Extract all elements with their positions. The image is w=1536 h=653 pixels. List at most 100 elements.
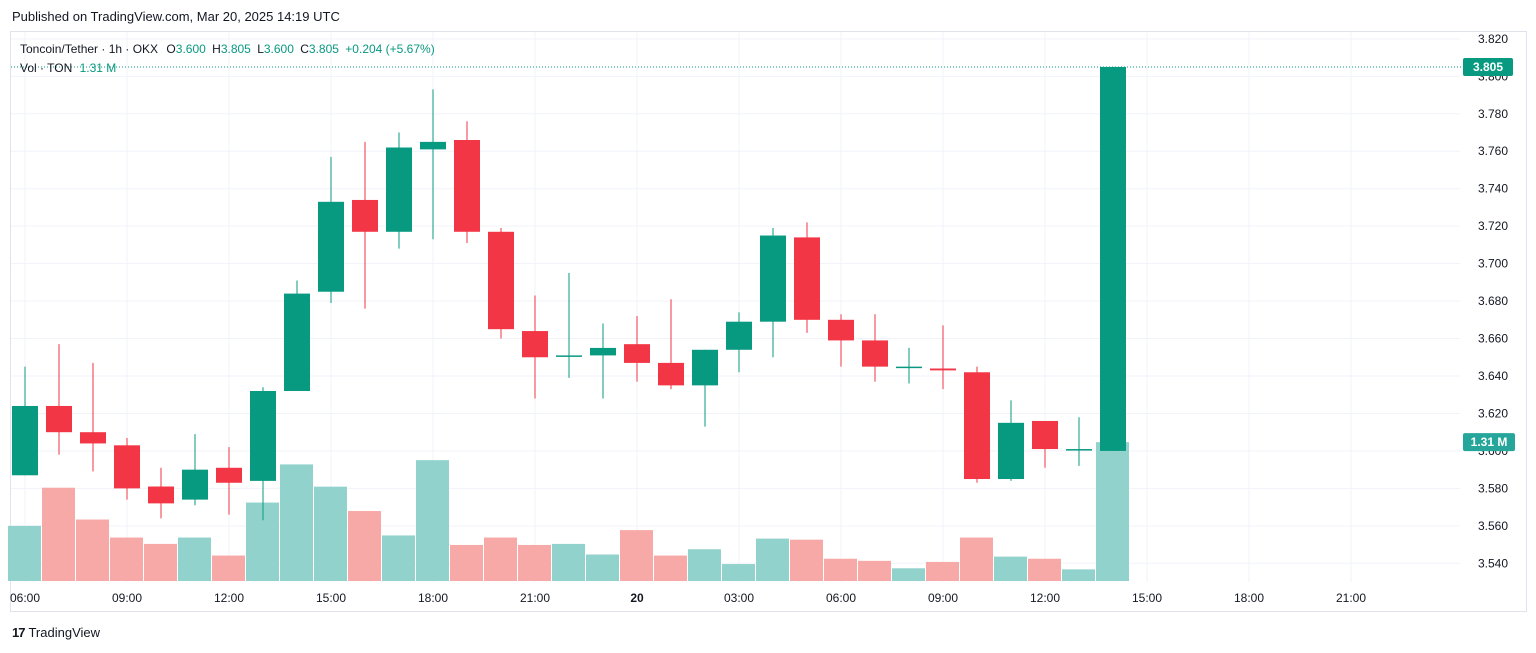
candle-body [114, 445, 140, 489]
price-axis: 3.8203.8003.7803.7603.7403.7203.7003.680… [1478, 32, 1508, 570]
x-tick-label: 20 [630, 591, 644, 605]
symbol-title[interactable]: Toncoin/Tether · 1h · OKX [20, 42, 159, 56]
x-tick-label: 09:00 [112, 591, 142, 605]
open-label: O [166, 42, 176, 56]
volume-bar [620, 530, 653, 581]
volume-bar [960, 537, 993, 581]
y-tick-label: 3.580 [1478, 481, 1508, 495]
x-tick-label: 06:00 [826, 591, 856, 605]
candle-body [182, 469, 208, 500]
candle-body [692, 349, 718, 386]
volume-bar [688, 549, 721, 581]
volume-bar [484, 537, 517, 581]
y-tick-label: 3.560 [1478, 519, 1508, 533]
volume-bar [790, 539, 823, 581]
candle-body [930, 368, 956, 371]
volume-bar [42, 487, 75, 581]
tradingview-brand: TradingView [28, 625, 101, 640]
candle-body [284, 293, 310, 391]
candle-body [556, 355, 582, 357]
volume-bar [1096, 442, 1129, 581]
candle-body [148, 486, 174, 504]
volume-layer [8, 442, 1129, 581]
candle-layer [12, 66, 1126, 521]
volume-bar [586, 554, 619, 581]
last-price-tag [1463, 57, 1513, 76]
tradingview-logo[interactable]: 17 TradingView [12, 625, 100, 640]
volume-bar [858, 560, 891, 581]
volume-bar [110, 537, 143, 581]
volume-bar [518, 544, 551, 581]
volume-bar [926, 561, 959, 581]
x-tick-label: 09:00 [928, 591, 958, 605]
volume-bar [722, 564, 755, 581]
volume-tag-label: 1.31 M [1471, 435, 1508, 449]
volume-bar [382, 535, 415, 581]
volume-tag [1463, 433, 1515, 452]
x-tick-label: 18:00 [1234, 591, 1264, 605]
last-price-label: 3.805 [1473, 60, 1503, 74]
volume-value: 1.31 M [79, 61, 117, 75]
volume-bar [450, 544, 483, 581]
y-tick-label: 3.640 [1478, 369, 1508, 383]
y-tick-label: 3.720 [1478, 219, 1508, 233]
candle-body [352, 199, 378, 232]
candle-body [250, 390, 276, 481]
volume-bar [1028, 558, 1061, 581]
published-caption: Published on TradingView.com, Mar 20, 20… [12, 9, 340, 24]
tradingview-logo-icon: 17 [12, 625, 26, 640]
candle-body [12, 405, 38, 476]
high-value: 3.805 [220, 42, 251, 56]
volume-bar [212, 555, 245, 581]
candle-body [760, 235, 786, 322]
volume-bar [892, 568, 925, 581]
candle-body [318, 201, 344, 292]
candle-body [488, 231, 514, 330]
x-tick-label: 15:00 [1132, 591, 1162, 605]
chart-frame[interactable] [10, 31, 1527, 612]
candle-body [386, 147, 412, 232]
chart-legend: Toncoin/Tether · 1h · OKX O3.600 H3.805 … [20, 40, 435, 78]
candle-body [1032, 420, 1058, 450]
candle-body [420, 141, 446, 150]
volume-bar [76, 519, 109, 581]
volume-bar [824, 558, 857, 581]
time-axis: 06:00 09:00 12:00 15:00 18:00 21:00 20 03:00 06:… [10, 591, 1366, 605]
y-tick-label: 3.760 [1478, 144, 1508, 158]
low-label: L [257, 42, 264, 56]
x-tick-label: 03:00 [724, 591, 754, 605]
x-tick-label: 06:00 [10, 591, 40, 605]
volume-bar [314, 486, 347, 581]
candle-body [624, 344, 650, 363]
candle-body [896, 366, 922, 369]
x-tick-label: 18:00 [418, 591, 448, 605]
candle-body [862, 340, 888, 367]
volume-bar [654, 555, 687, 581]
candle-body [454, 140, 480, 232]
change-value: +0.204 (+5.67%) [345, 42, 435, 56]
y-tick-label: 3.780 [1478, 107, 1508, 121]
volume-bar [178, 537, 211, 581]
close-label: C [300, 42, 309, 56]
volume-bar [144, 543, 177, 581]
volume-legend-row: Vol · TON 1.31 M [20, 59, 435, 78]
candle-body [1066, 449, 1092, 451]
volume-bar [1062, 569, 1095, 581]
volume-bar [280, 464, 313, 581]
candle-body [998, 422, 1024, 480]
y-tick-label: 3.740 [1478, 182, 1508, 196]
candle-body [828, 319, 854, 341]
y-tick-label: 3.660 [1478, 332, 1508, 346]
candle-body [80, 432, 106, 444]
candle-body [522, 331, 548, 358]
volume-label[interactable]: Vol · TON [20, 61, 73, 75]
x-tick-label: 21:00 [520, 591, 550, 605]
y-tick-label: 3.620 [1478, 406, 1508, 420]
volume-bar [8, 525, 41, 581]
volume-bar [552, 543, 585, 581]
candle-body [726, 321, 752, 350]
candle-body [658, 362, 684, 386]
y-tick-label: 3.680 [1478, 294, 1508, 308]
ohlc-legend-row: Toncoin/Tether · 1h · OKX O3.600 H3.805 … [20, 40, 435, 59]
